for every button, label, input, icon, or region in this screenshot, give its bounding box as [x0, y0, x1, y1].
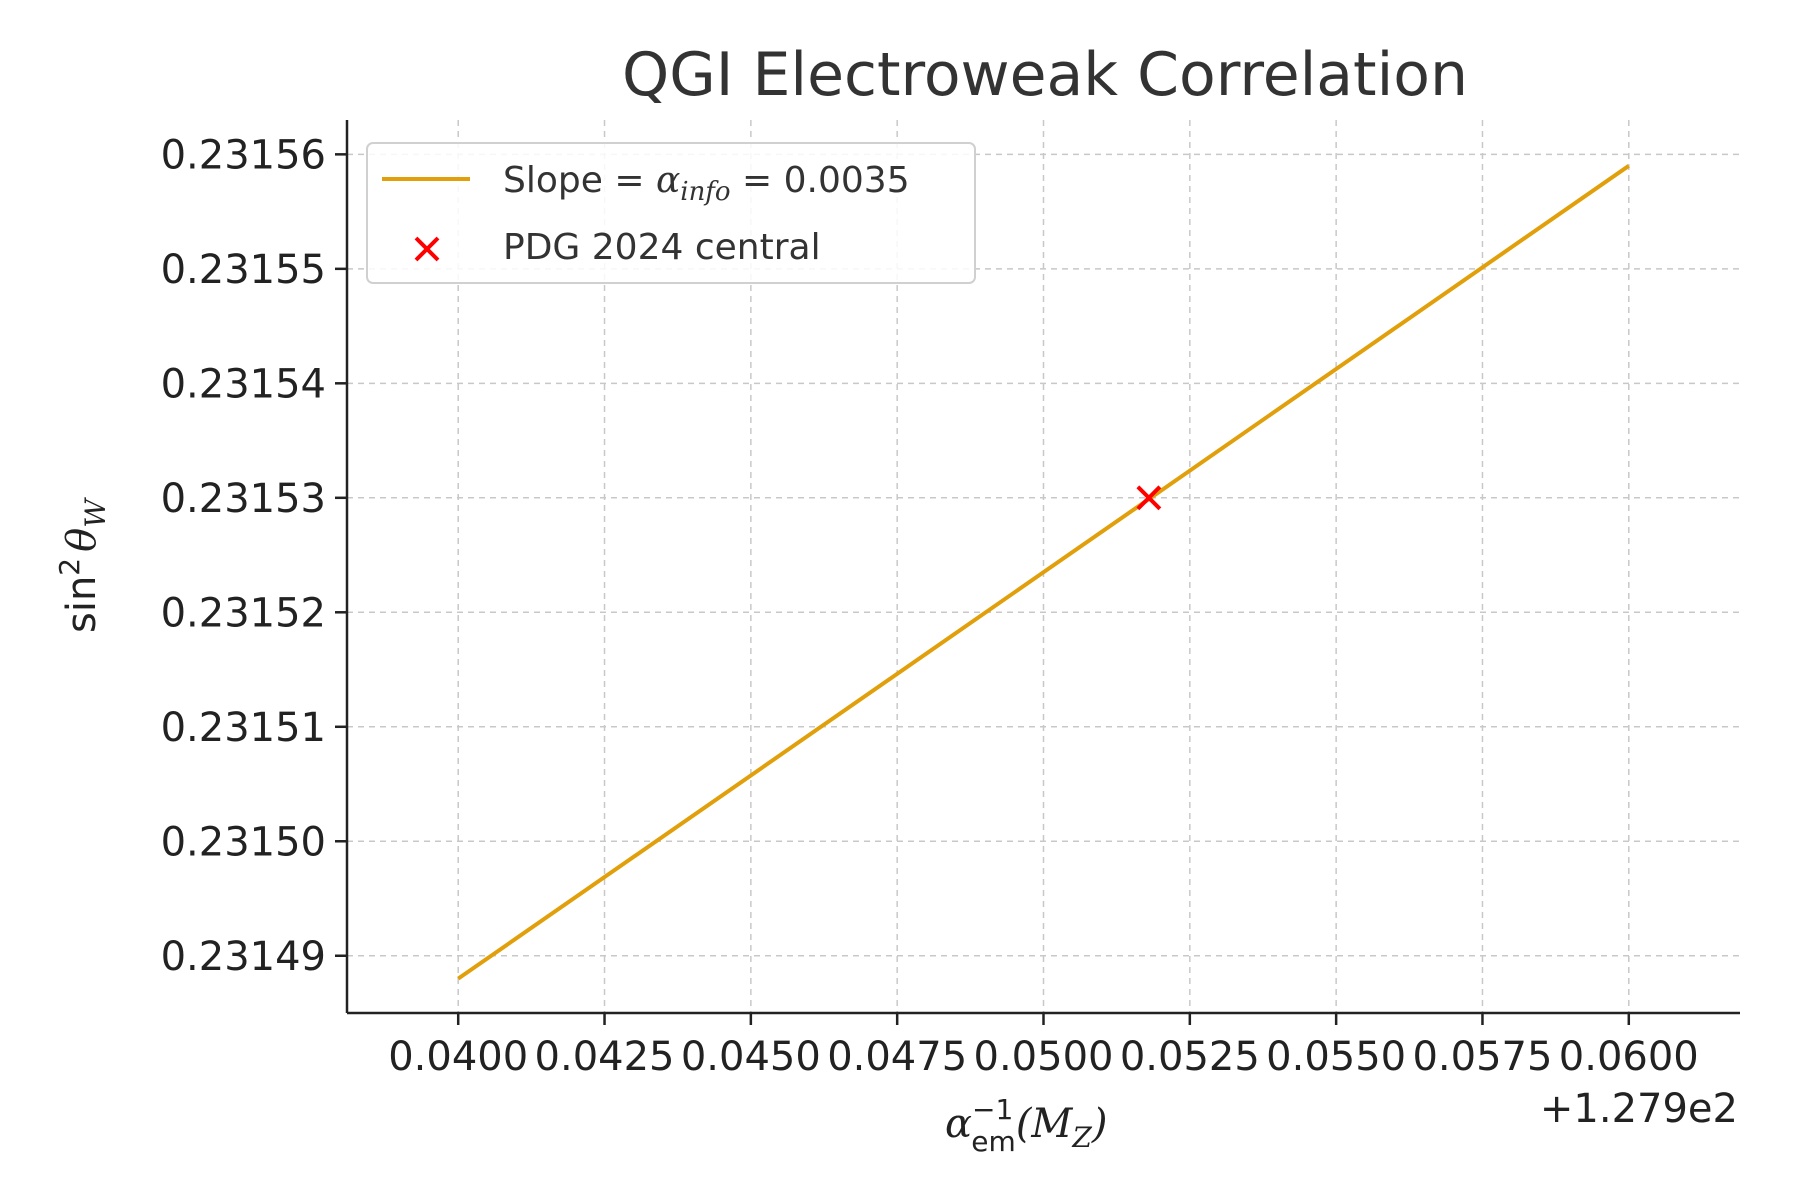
x-tick-label: 0.0400 — [388, 1034, 528, 1080]
y-tick-label: 0.23153 — [161, 476, 326, 522]
y-tick-label: 0.23150 — [161, 819, 326, 865]
series-layer — [457, 164, 1630, 981]
svg-text:sin2θW: sin2θW — [53, 497, 112, 633]
pdg-central-point — [1136, 485, 1162, 511]
x-ticks: 0.0400 0.0425 0.0450 0.0475 0.0500 0.0525 0.05… — [388, 1013, 1699, 1080]
y-tick-label: 0.23154 — [161, 361, 326, 407]
legend-x-marker — [414, 236, 440, 262]
svg-text:α−1em(MZ): α−1 em(MZ) — [945, 1093, 1107, 1158]
x-tick-label: 0.0575 — [1412, 1034, 1552, 1080]
x-offset-label: +1.279e2 — [1540, 1086, 1738, 1132]
legend-label-pdg: PDG 2024 central — [503, 227, 821, 268]
x-tick-label: 0.0525 — [1120, 1034, 1260, 1080]
x-tick-label: 0.0475 — [827, 1034, 967, 1080]
legend: Slope = αinfo = 0.0035 PDG 2024 central — [366, 142, 976, 284]
x-tick-label: 0.0550 — [1266, 1034, 1406, 1080]
y-tick-label: 0.23156 — [161, 132, 326, 178]
y-tick-label: 0.23155 — [161, 247, 326, 293]
x-tick-label: 0.0425 — [535, 1034, 675, 1080]
legend-label-slope: Slope = αinfo = 0.0035 — [503, 160, 910, 207]
x-tick-label: 0.0600 — [1559, 1034, 1699, 1080]
y-ticks: 0.23149 0.23150 0.23151 0.23152 0.23153 0.231… — [161, 132, 347, 980]
slope-line — [457, 164, 1630, 981]
x-tick-label: 0.0450 — [681, 1034, 821, 1080]
x-tick-label: 0.0500 — [974, 1034, 1114, 1080]
y-tick-label: 0.23149 — [161, 934, 326, 980]
chart-title: QGI Electroweak Correlation — [622, 40, 1468, 110]
y-tick-label: 0.23151 — [161, 705, 326, 751]
legend-box — [366, 142, 976, 284]
x-axis-label: α−1 em(MZ) — [945, 1093, 1107, 1158]
y-tick-label: 0.23152 — [161, 590, 326, 636]
y-axis-label: sin2θW — [53, 497, 112, 633]
